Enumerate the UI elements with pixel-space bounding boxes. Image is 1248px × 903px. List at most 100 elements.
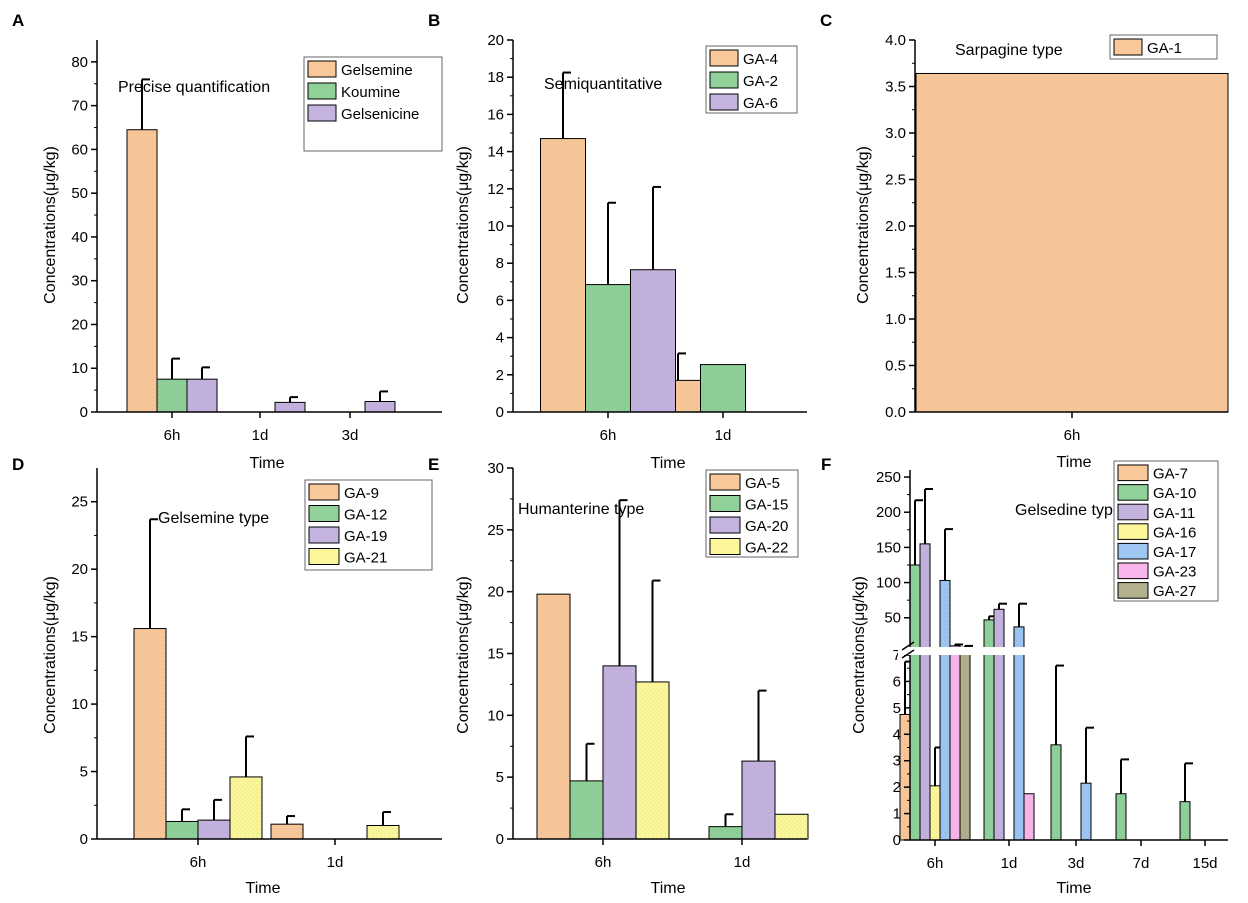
y-axis-label: Concentrations(μg/kg) [455, 146, 472, 304]
panel-label: C [820, 11, 832, 30]
legend-swatch-ga-21 [308, 548, 340, 565]
legend-label-ga-11: GA-11 [1153, 505, 1195, 522]
y-tick-label: 3.5 [885, 79, 906, 96]
y-tick-label: 0 [496, 831, 504, 848]
y-tick-label: 3 [893, 753, 901, 770]
panel-label: E [428, 455, 439, 474]
y-tick-label: 5 [893, 700, 901, 717]
x-axis-label: Time [250, 455, 285, 472]
bar-texture [365, 401, 395, 412]
y-tick-label: 50 [71, 185, 88, 202]
y-tick-label: 10 [487, 707, 504, 724]
y-tick-label: 2.5 [885, 172, 906, 189]
legend-swatch-ga-27 [1117, 582, 1149, 599]
x-tick-label: 6h [927, 855, 944, 872]
legend-swatch-ga-10 [1117, 484, 1149, 501]
legend-label-ga-16: GA-16 [1153, 524, 1196, 541]
bar-texture [1116, 793, 1126, 840]
x-tick-label: 1d [327, 854, 344, 871]
chart-panel-d: 0 5 10 15 20 25 6h 1d Time Concentrations(μg/kg) D… [12, 455, 442, 897]
legend-swatch-ga-5 [709, 473, 741, 491]
bar-texture [540, 138, 586, 412]
y-tick-label: 10 [71, 360, 88, 377]
y-axis-label: Concentrations(μg/kg) [42, 146, 59, 304]
y-tick-label: 12 [487, 181, 504, 198]
x-axis-label: Time [651, 455, 686, 472]
chart-title: Precise quantification [118, 79, 270, 96]
legend-label-gelsenicine: Gelsenicine [341, 106, 419, 123]
bar-texture [537, 594, 570, 839]
bar-texture [630, 269, 676, 412]
y-tick-label: 15 [71, 629, 88, 646]
x-tick-label: 6h [595, 854, 612, 871]
panel-label: B [428, 11, 440, 30]
y-tick-label: 1.0 [885, 311, 906, 328]
y-tick-label: 4 [496, 330, 504, 347]
legend-label-ga-23: GA-23 [1153, 564, 1196, 581]
y-tick-label: 200 [876, 504, 901, 521]
panel-label: A [12, 11, 24, 30]
y-tick-label: 20 [71, 561, 88, 578]
y-tick-label: 25 [71, 494, 88, 511]
legend-label-gelsemine: Gelsemine [341, 62, 413, 79]
y-tick-label: 80 [71, 54, 88, 71]
x-axis-label: Time [246, 880, 281, 897]
bar-texture [900, 714, 910, 840]
x-tick-label: 6h [600, 427, 617, 444]
y-tick-label: 100 [876, 575, 901, 592]
legend-label-ga-22: GA-22 [745, 540, 788, 557]
legend-swatch-ga-20 [709, 516, 741, 534]
y-tick-label: 50 [884, 610, 901, 627]
legend-swatch-ga-6 [709, 93, 739, 111]
bar-texture [636, 681, 669, 839]
legend-swatch-ga-22 [709, 538, 741, 555]
y-tick-label: 30 [487, 460, 504, 477]
bar-texture [367, 825, 399, 839]
y-tick-label: 10 [71, 696, 88, 713]
legend-swatch-ga-11 [1117, 503, 1149, 521]
legend-swatch-ga-23 [1117, 562, 1149, 580]
chart-panel-f: 0 1 2 3 4 5 6 7 50 100 150 200 250 6h 1d 3d 7d 15d Time Con… [821, 455, 1228, 897]
y-tick-label: 2.0 [885, 218, 906, 235]
bar-texture [960, 647, 970, 840]
x-tick-label: 1d [734, 854, 751, 871]
bar-texture [910, 564, 920, 840]
y-tick-label: 1 [893, 806, 901, 823]
y-tick-label: 6 [893, 673, 901, 690]
bar-texture [1014, 626, 1024, 840]
x-axis-label: Time [1057, 880, 1092, 897]
legend-label-ga-17: GA-17 [1153, 544, 1196, 561]
bar-texture [930, 785, 940, 840]
legend-label-ga-4: GA-4 [743, 51, 778, 68]
legend-swatch-ga-17 [1117, 542, 1149, 560]
legend-swatch-ga-7 [1117, 464, 1149, 482]
y-tick-label: 4 [893, 726, 901, 743]
legend-swatch-koumine [307, 82, 337, 100]
legend-label-ga-21: GA-21 [344, 550, 387, 567]
bar-texture [920, 543, 930, 840]
axis-break-mark [901, 641, 915, 651]
chart-panel-b: 0 2 4 6 8 10 12 14 16 18 20 6h 1d Time Concentrations(… [428, 11, 807, 472]
chart-panel-e: 0 5 10 15 20 25 30 6h 1d Time Concentrations(μg/kg… [428, 455, 809, 897]
bar-texture [570, 780, 603, 839]
y-tick-label: 20 [71, 316, 88, 333]
axis-break-gap [898, 647, 1228, 655]
legend-label-koumine: Koumine [341, 84, 400, 101]
y-tick-label: 7 [893, 647, 901, 664]
y-tick-label: 3.0 [885, 125, 906, 142]
y-tick-label: 4.0 [885, 32, 906, 49]
bar-texture [984, 619, 994, 840]
x-tick-label: 1d [252, 427, 269, 444]
y-tick-label: 30 [71, 273, 88, 290]
x-axis-label: Time [1057, 454, 1092, 471]
legend-label-ga-2: GA-2 [743, 73, 778, 90]
y-tick-label: 8 [496, 255, 504, 272]
legend-label-ga-15: GA-15 [745, 497, 788, 514]
chart-title: Semiquantitative [544, 76, 662, 93]
legend-swatch-ga-9 [308, 483, 340, 501]
y-tick-label: 14 [487, 144, 504, 161]
y-tick-label: 0 [496, 404, 504, 421]
y-tick-label: 2 [893, 779, 901, 796]
legend-label-ga-5: GA-5 [745, 475, 780, 492]
